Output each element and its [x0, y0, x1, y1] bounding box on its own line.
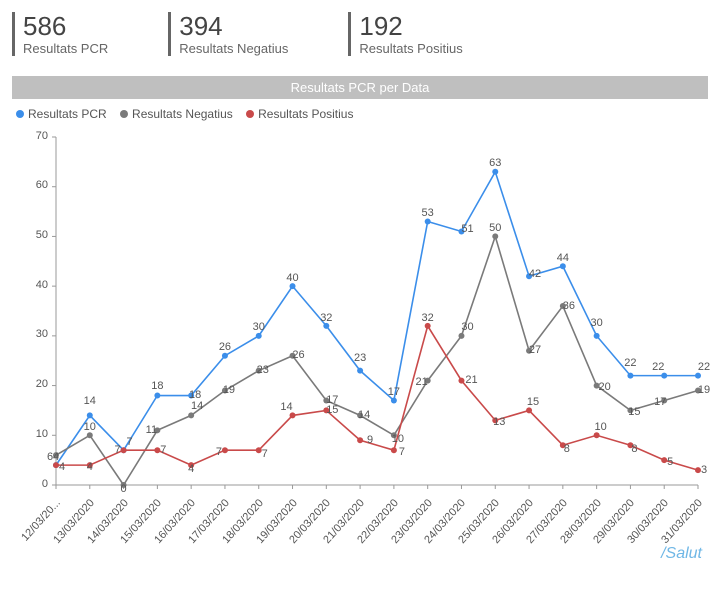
value-label: 30: [253, 321, 265, 333]
value-label: 14: [280, 401, 292, 413]
value-label: 10: [84, 421, 96, 433]
stat-label: Resultats Positius: [359, 41, 462, 56]
value-label: 8: [564, 443, 570, 455]
value-label: 9: [367, 434, 373, 446]
value-label: 23: [354, 352, 366, 364]
stat-label: Resultats Negatius: [179, 41, 288, 56]
value-label: 19: [698, 384, 710, 396]
legend-label: Resultats Negatius: [132, 107, 233, 121]
value-label: 50: [489, 222, 501, 234]
value-label: 3: [701, 464, 707, 476]
value-label: 15: [326, 404, 338, 416]
value-label: 11: [146, 424, 157, 436]
y-tick-label: 70: [36, 130, 48, 142]
y-tick-label: 40: [36, 279, 48, 291]
legend-label: Resultats PCR: [28, 107, 107, 121]
y-tick-label: 0: [42, 478, 48, 490]
value-label: 30: [591, 317, 603, 329]
chart-title: Resultats PCR per Data: [12, 76, 708, 99]
value-label: 10: [595, 421, 607, 433]
value-label: 4: [59, 461, 65, 473]
value-label: 15: [628, 406, 640, 418]
value-label: 4: [87, 461, 93, 473]
value-label: 30: [461, 321, 473, 333]
value-label: 10: [392, 433, 404, 445]
stat-label: Resultats PCR: [23, 41, 108, 56]
value-label: 26: [292, 349, 304, 361]
stat-value: 192: [359, 12, 462, 41]
value-label: 7: [115, 444, 121, 456]
value-label: 6: [47, 451, 53, 463]
value-label: 7: [262, 448, 268, 460]
value-label: 40: [286, 272, 298, 284]
stat-value: 586: [23, 12, 108, 41]
chart-legend: Resultats PCR Resultats Negatius Resulta…: [12, 107, 708, 121]
value-label: 7: [399, 446, 405, 458]
value-label: 32: [422, 312, 434, 324]
stat-neg: 394 Resultats Negatius: [168, 12, 288, 56]
value-label: 18: [151, 380, 163, 392]
legend-item: Resultats PCR: [16, 107, 110, 121]
value-label: 42: [529, 268, 541, 280]
y-tick-label: 60: [36, 179, 48, 191]
legend-dot: [120, 110, 128, 118]
stat-value: 394: [179, 12, 288, 41]
value-label: 8: [631, 443, 637, 455]
line-chart: /Salut 01020304050607012/03/20...13/03/2…: [12, 127, 708, 567]
value-label: 22: [698, 361, 710, 373]
value-label: 0: [121, 483, 127, 495]
stat-pcr: 586 Resultats PCR: [12, 12, 108, 56]
legend-item: Resultats Negatius: [120, 107, 236, 121]
legend-item: Resultats Positius: [246, 107, 353, 121]
value-label: 53: [422, 207, 434, 219]
value-label: 22: [652, 361, 664, 373]
value-label: 17: [654, 396, 666, 408]
value-label: 17: [388, 386, 400, 398]
stat-pos: 192 Resultats Positius: [348, 12, 462, 56]
value-label: 14: [84, 395, 96, 407]
y-tick-label: 10: [36, 428, 48, 440]
y-tick-label: 30: [36, 328, 48, 340]
value-label: 32: [320, 312, 332, 324]
value-label: 13: [493, 416, 505, 428]
value-label: 7: [160, 444, 166, 456]
value-label: 23: [257, 364, 269, 376]
value-label: 26: [219, 341, 231, 353]
value-label: 4: [188, 463, 194, 475]
stats-row: 586 Resultats PCR 394 Resultats Negatius…: [12, 12, 708, 56]
value-label: 19: [223, 384, 235, 396]
value-label: 44: [557, 252, 569, 264]
y-tick-label: 50: [36, 229, 48, 241]
value-label: 22: [624, 357, 636, 369]
value-label: 15: [527, 396, 539, 408]
value-label: 21: [416, 376, 428, 388]
value-label: 7: [127, 436, 133, 448]
value-label: 36: [563, 300, 575, 312]
value-label: 27: [529, 344, 541, 356]
y-tick-label: 20: [36, 378, 48, 390]
legend-dot: [16, 110, 24, 118]
value-label: 14: [191, 400, 203, 412]
legend-label: Resultats Positius: [258, 107, 353, 121]
value-label: 51: [461, 223, 473, 235]
legend-dot: [246, 110, 254, 118]
value-label: 20: [599, 381, 611, 393]
watermark: /Salut: [661, 545, 702, 563]
value-label: 14: [358, 409, 370, 421]
value-label: 5: [667, 456, 673, 468]
value-label: 21: [465, 374, 477, 386]
value-label: 63: [489, 157, 501, 169]
value-label: 7: [216, 446, 222, 458]
